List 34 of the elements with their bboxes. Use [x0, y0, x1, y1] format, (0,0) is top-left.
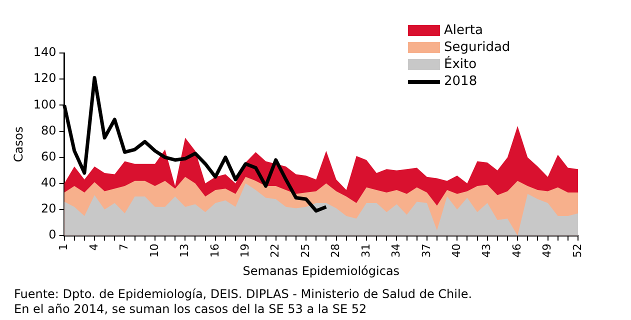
x-tick-label: 4: [87, 244, 100, 251]
legend-label: Seguridad: [444, 39, 510, 56]
y-tick-label: 100: [33, 97, 56, 112]
y-tick-label: 60: [41, 149, 56, 164]
x-tick-label: 7: [118, 244, 131, 251]
x-tick-label: 34: [390, 244, 403, 258]
x-tick-label: 37: [420, 244, 433, 258]
source-note: Fuente: Dpto. de Epidemiología, DEIS. DIPLAS - Ministerio de Salud de Chile.: [14, 287, 474, 302]
x-tick-label: 25: [298, 244, 312, 258]
x-axis-title: Semanas Epidemiológicas: [242, 264, 400, 278]
legend-label: Éxito: [444, 56, 477, 73]
y-tick-label: 20: [41, 202, 56, 216]
x-tick-label: 19: [238, 244, 252, 258]
x-tick-label: 22: [268, 244, 282, 258]
x-tick-label: 28: [329, 244, 342, 258]
y-tick-label: 0: [48, 228, 56, 242]
text: En el año 2014, se suman los casos del la SE 53 a la SE 52: [14, 302, 368, 317]
y-tick-label: 140: [33, 45, 56, 60]
x-tick-label: 46: [510, 244, 524, 258]
x-tick-label: 40: [450, 244, 463, 258]
x-tick-label: 52: [570, 244, 584, 258]
x-tick-label: 10: [148, 244, 161, 258]
x-tick-label: 49: [540, 244, 554, 258]
x-tick-label: 31: [359, 244, 372, 258]
x-tick-label: 1: [57, 244, 70, 251]
legend-label: Alerta: [444, 22, 483, 39]
legend-label: 2018: [444, 73, 478, 90]
x-tick-label: 43: [480, 244, 494, 258]
y-tick-label: 80: [41, 123, 56, 138]
y-axis-title: Casos: [11, 126, 26, 162]
y-tick-label: 40: [41, 176, 56, 190]
x-tick-label: 13: [178, 244, 192, 258]
x-tick-label: 16: [208, 244, 222, 258]
y-tick-label: 120: [33, 71, 56, 86]
